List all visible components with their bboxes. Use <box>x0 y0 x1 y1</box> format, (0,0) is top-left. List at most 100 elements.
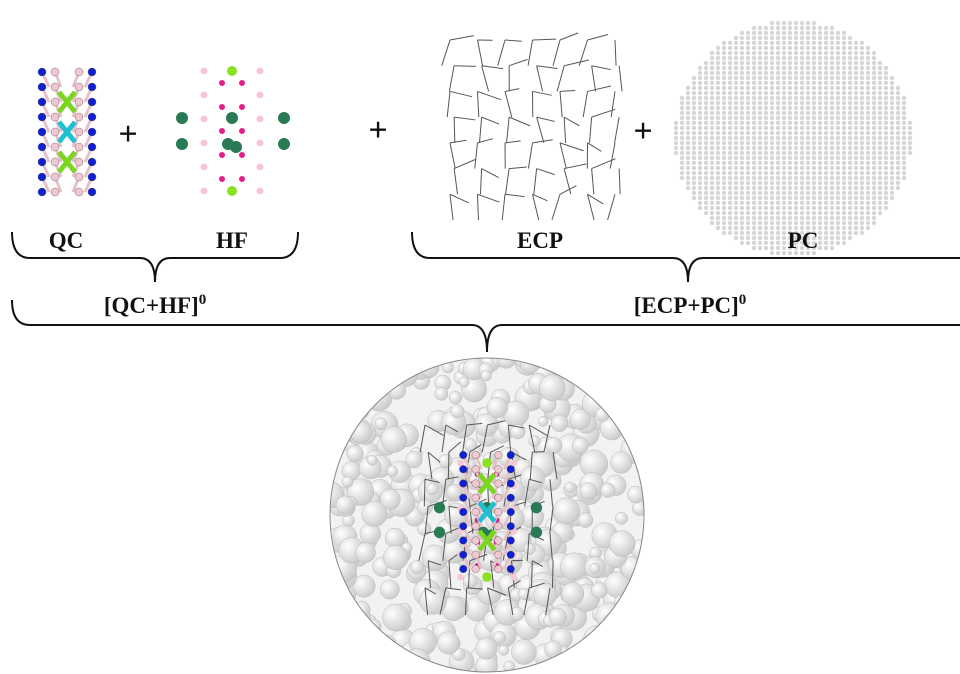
atom-x <box>59 122 75 142</box>
point-charge <box>625 627 645 647</box>
point-charge <box>740 206 744 210</box>
point-charge <box>722 146 726 150</box>
bond <box>506 169 510 195</box>
point-charge <box>776 231 780 235</box>
point-charge <box>824 236 828 240</box>
point-charge <box>854 221 858 225</box>
point-charge <box>848 76 852 80</box>
point-charge <box>734 136 738 140</box>
point-charge <box>818 216 822 220</box>
point-charge <box>740 201 744 205</box>
point-charge <box>740 211 744 215</box>
point-charge <box>698 141 702 145</box>
bond <box>533 39 557 40</box>
point-charge <box>704 181 708 185</box>
point-charge <box>722 131 726 135</box>
point-charge <box>860 56 864 60</box>
point-charge <box>704 136 708 140</box>
point-charge <box>764 126 768 130</box>
point-charge <box>806 21 810 25</box>
point-charge <box>866 211 870 215</box>
point-charge <box>573 355 585 367</box>
point-charge <box>842 156 846 160</box>
point-charge <box>710 201 714 205</box>
point-charge <box>878 206 882 210</box>
point-charge <box>776 96 780 100</box>
point-charge <box>710 101 714 105</box>
point-charge <box>890 141 894 145</box>
point-charge <box>630 660 651 674</box>
point-charge <box>812 116 816 120</box>
atom <box>472 508 480 516</box>
point-charge <box>716 221 720 225</box>
point-charge <box>884 141 888 145</box>
point-charge <box>872 86 876 90</box>
point-charge <box>746 241 750 245</box>
point-charge <box>770 31 774 35</box>
point-charge <box>842 161 846 165</box>
point-charge <box>794 161 798 165</box>
point-charge <box>728 176 732 180</box>
point-charge <box>698 116 702 120</box>
point-charge <box>674 121 678 125</box>
point-charge <box>788 121 792 125</box>
point-charge <box>680 161 684 165</box>
point-charge <box>782 171 786 175</box>
point-charge <box>740 141 744 145</box>
point-charge <box>866 156 870 160</box>
point-charge <box>812 61 816 65</box>
point-charge <box>740 221 744 225</box>
point-charge <box>836 211 840 215</box>
point-charge <box>848 231 852 235</box>
point-charge <box>818 41 822 45</box>
point-charge <box>758 146 762 150</box>
point-charge <box>848 206 852 210</box>
point-charge <box>752 241 756 245</box>
point-charge <box>331 397 350 416</box>
point-charge <box>800 131 804 135</box>
point-charge <box>818 36 822 40</box>
point-charge <box>609 351 635 377</box>
point-charge <box>830 61 834 65</box>
point-charge <box>854 121 858 125</box>
point-charge <box>722 221 726 225</box>
bond <box>475 143 478 169</box>
bond <box>449 66 454 92</box>
point-charge <box>710 86 714 90</box>
point-charge <box>830 66 834 70</box>
point-charge <box>698 181 702 185</box>
atom <box>507 494 515 502</box>
point-charge <box>866 61 870 65</box>
point-charge <box>734 56 738 60</box>
point-charge <box>854 86 858 90</box>
point-charge <box>734 211 738 215</box>
point-charge <box>776 226 780 230</box>
point-charge <box>854 71 858 75</box>
point-charge <box>842 151 846 155</box>
point-charge <box>674 151 678 155</box>
point-charge <box>788 201 792 205</box>
point-charge <box>848 191 852 195</box>
point-charge <box>866 151 870 155</box>
point-charge <box>854 76 858 80</box>
point-charge <box>878 176 882 180</box>
point-charge <box>740 196 744 200</box>
point-charge <box>866 166 870 170</box>
bond <box>560 186 576 195</box>
point-charge <box>890 186 894 190</box>
point-charge <box>692 106 696 110</box>
point-charge <box>776 86 780 90</box>
point-charge <box>890 181 894 185</box>
point-charge <box>547 659 575 674</box>
atom <box>227 66 237 76</box>
point-charge <box>776 131 780 135</box>
point-charge <box>758 101 762 105</box>
point-charge <box>752 136 756 140</box>
point-charge <box>590 563 600 573</box>
atom <box>38 98 46 106</box>
point-charge <box>387 466 398 477</box>
point-charge <box>770 201 774 205</box>
point-charge <box>609 531 635 557</box>
point-charge <box>806 131 810 135</box>
point-charge <box>752 46 756 50</box>
